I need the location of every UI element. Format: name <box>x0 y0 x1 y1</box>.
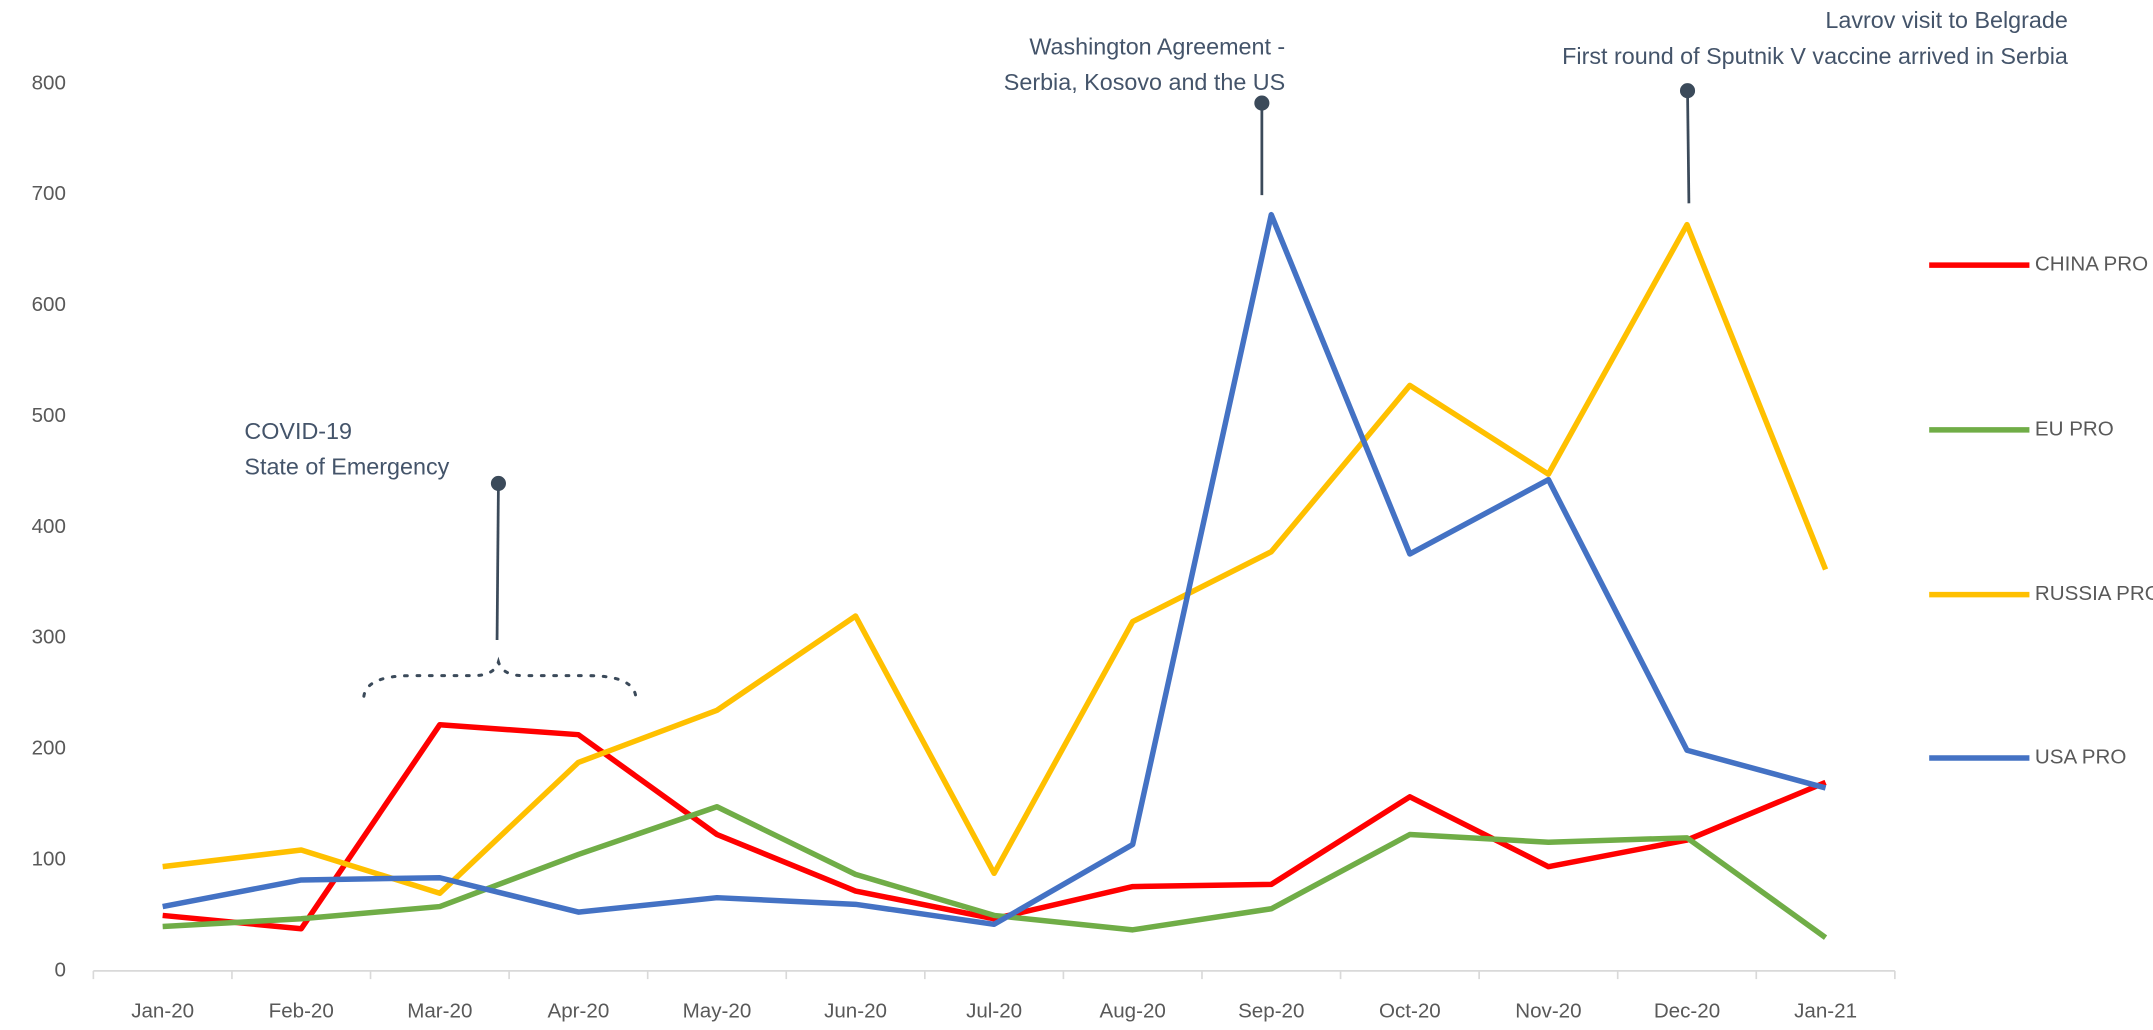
series-line <box>162 804 1828 940</box>
y-tick-label: 700 <box>32 182 66 205</box>
x-tick-label: Oct-20 <box>1379 999 1441 1022</box>
pointer-line <box>495 483 500 640</box>
x-tick-label: Feb-20 <box>269 999 334 1022</box>
series-line <box>162 721 1827 932</box>
series-line <box>162 221 1829 896</box>
x-tick-label: Dec-20 <box>1654 999 1720 1022</box>
y-tick-label: 500 <box>32 404 66 427</box>
annotation-text: COVID-19 <box>244 418 352 444</box>
x-tick-label: Jul-20 <box>966 999 1022 1022</box>
x-tick-label: Apr-20 <box>548 999 610 1022</box>
x-tick-label: Mar-20 <box>407 999 472 1022</box>
pointer-dot <box>1254 95 1270 111</box>
pointer-dot <box>1679 83 1696 99</box>
x-tick-label: Jan-20 <box>131 999 194 1022</box>
legend-label: RUSSIA PRO <box>2035 582 2153 605</box>
brace <box>362 656 638 698</box>
x-tick-label: May-20 <box>683 999 752 1022</box>
legend-label: USA PRO <box>2035 745 2127 768</box>
pointer-dot <box>490 475 506 491</box>
x-tick-label: Sep-20 <box>1238 999 1304 1022</box>
y-tick-label: 100 <box>32 847 66 870</box>
annotation-text: First round of Sputnik V vaccine arrived… <box>1562 43 2068 69</box>
annotation-text: State of Emergency <box>244 453 449 479</box>
annotation-text: Washington Agreement - <box>1029 33 1285 59</box>
y-tick-label: 600 <box>32 293 66 316</box>
x-tick-label: Jan-21 <box>1794 999 1857 1022</box>
y-tick-label: 200 <box>32 737 66 760</box>
annotation-text: Lavrov visit to Belgrade <box>1825 7 2067 33</box>
x-tick-label: Aug-20 <box>1100 999 1166 1022</box>
y-tick-label: 0 <box>54 958 65 981</box>
pointer-line <box>1686 90 1691 204</box>
x-tick-label: Nov-20 <box>1515 999 1581 1022</box>
y-tick-label: 800 <box>32 71 66 94</box>
legend-label: CHINA PRO <box>2035 253 2148 276</box>
series-line <box>162 211 1827 928</box>
annotation-text: Serbia, Kosovo and the US <box>1004 69 1285 95</box>
legend-label: EU PRO <box>2035 417 2114 440</box>
y-tick-label: 300 <box>32 626 66 649</box>
x-tick-label: Jun-20 <box>824 999 887 1022</box>
annotation-pointers <box>490 83 1696 640</box>
y-tick-label: 400 <box>32 515 66 538</box>
